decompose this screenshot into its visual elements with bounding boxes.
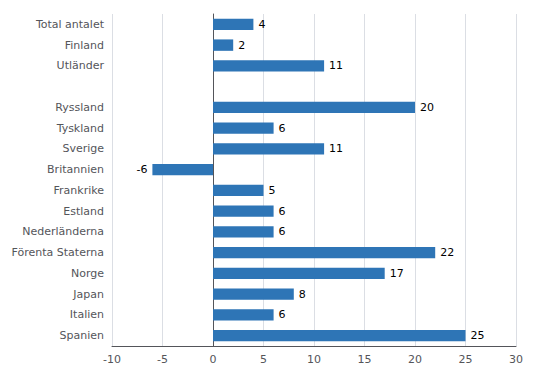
svg-text:Frankrike: Frankrike <box>54 184 105 197</box>
svg-text:Ryssland: Ryssland <box>55 101 104 114</box>
svg-text:6: 6 <box>279 308 286 321</box>
svg-text:0: 0 <box>210 353 217 366</box>
svg-text:11: 11 <box>329 142 343 155</box>
svg-text:5: 5 <box>269 184 276 197</box>
svg-text:30: 30 <box>509 353 523 366</box>
svg-text:-5: -5 <box>157 353 168 366</box>
svg-text:25: 25 <box>471 329 485 342</box>
svg-text:-6: -6 <box>136 163 147 176</box>
svg-text:20: 20 <box>420 101 434 114</box>
svg-text:20: 20 <box>408 353 422 366</box>
svg-text:6: 6 <box>279 205 286 218</box>
svg-text:5: 5 <box>260 353 267 366</box>
svg-text:Nederländerna: Nederländerna <box>22 225 104 238</box>
svg-text:11: 11 <box>329 59 343 72</box>
svg-text:25: 25 <box>459 353 473 366</box>
svg-text:15: 15 <box>358 353 372 366</box>
svg-text:Norge: Norge <box>71 267 104 280</box>
svg-text:Britannien: Britannien <box>47 163 104 176</box>
svg-text:8: 8 <box>299 288 306 301</box>
svg-text:2: 2 <box>238 39 245 52</box>
svg-text:Total antalet: Total antalet <box>35 18 105 31</box>
svg-text:17: 17 <box>390 267 404 280</box>
svg-text:Tyskland: Tyskland <box>56 122 104 135</box>
svg-text:Utländer: Utländer <box>57 59 105 72</box>
svg-text:-10: -10 <box>103 353 121 366</box>
svg-text:Spanien: Spanien <box>60 329 105 342</box>
svg-text:6: 6 <box>279 122 286 135</box>
svg-text:Estland: Estland <box>63 205 104 218</box>
svg-text:Japan: Japan <box>72 288 104 301</box>
svg-text:Sverige: Sverige <box>62 142 104 155</box>
svg-text:Italien: Italien <box>70 308 104 321</box>
svg-text:22: 22 <box>440 246 454 259</box>
svg-text:4: 4 <box>258 18 265 31</box>
svg-text:Förenta Staterna: Förenta Staterna <box>12 246 104 259</box>
svg-text:10: 10 <box>307 353 321 366</box>
svg-text:Finland: Finland <box>65 39 104 52</box>
svg-text:6: 6 <box>279 225 286 238</box>
